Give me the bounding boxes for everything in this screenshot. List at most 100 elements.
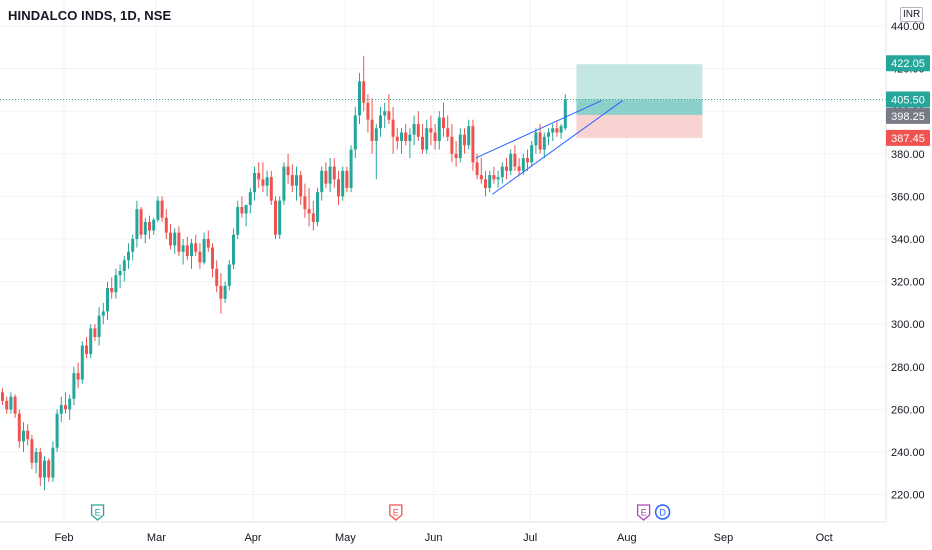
last-price-tag (886, 91, 930, 108)
candle-up (143, 221, 147, 235)
candle-down (387, 111, 391, 120)
target-price-label: 422.05 (891, 58, 925, 70)
month-tick-label: Jun (425, 532, 443, 544)
candle-up (400, 132, 403, 142)
candle-down (64, 405, 67, 410)
candle-up (9, 396, 13, 410)
candle-down (5, 400, 9, 410)
candle-up (353, 115, 357, 150)
candle-down (215, 268, 219, 286)
candle-down (450, 136, 454, 154)
candle-up (547, 132, 550, 137)
candle-down (370, 119, 374, 142)
candle-down (194, 243, 198, 252)
candle-down (479, 175, 483, 180)
candle-up (135, 209, 139, 239)
month-tick-label: Aug (617, 532, 637, 544)
candle-up (253, 172, 256, 193)
candle-up (265, 177, 269, 186)
wedge-upper-line (475, 100, 602, 159)
candle-down (484, 179, 487, 188)
event-letter: E (641, 508, 647, 518)
price-tick-label: 240.00 (891, 447, 925, 459)
candle-down (492, 175, 496, 180)
candle-down (177, 232, 181, 252)
candle-up (521, 158, 525, 171)
candle-down (26, 430, 30, 440)
wedge-lower-line (492, 100, 623, 195)
candle-down (303, 196, 307, 210)
candle-up (51, 447, 55, 478)
candle-up (89, 328, 93, 355)
candle-down (395, 136, 399, 142)
month-tick-label: Oct (816, 532, 833, 544)
dividend-event-icon (654, 504, 671, 520)
candle-up (408, 134, 412, 142)
candle-up (349, 149, 353, 188)
price-tick-label: 440.00 (891, 21, 925, 33)
candle-up (530, 145, 534, 163)
candle-down (85, 345, 88, 355)
candle-up (500, 166, 504, 178)
candle-up (118, 270, 122, 276)
candle-down (471, 126, 475, 163)
candle-up (80, 345, 84, 380)
price-tick-label: 280.00 (891, 362, 925, 374)
candle-down (416, 123, 420, 137)
candle-up (425, 128, 429, 150)
price-tick-label: 220.00 (891, 490, 925, 502)
candle-up (131, 239, 135, 252)
candle-up (127, 251, 130, 261)
candle-up (316, 192, 319, 222)
candle-up (467, 126, 471, 146)
candle-down (274, 200, 277, 235)
candle-down (185, 245, 189, 257)
candle-down (160, 200, 164, 218)
candle-up (496, 177, 500, 180)
candle-up (181, 245, 185, 252)
candle-down (442, 117, 445, 129)
candle-down (206, 239, 210, 248)
currency-badge[interactable]: INR (900, 7, 924, 22)
candle-down (517, 166, 521, 171)
candle-up (97, 315, 101, 337)
candle-down (429, 128, 433, 133)
earnings-event-icon (389, 504, 403, 521)
candle-up (509, 153, 513, 171)
candle-up (412, 123, 416, 135)
candle-up (278, 200, 282, 235)
entry-price-tag (886, 107, 930, 124)
event-letter: E (393, 508, 399, 518)
candle-down (366, 102, 370, 120)
month-tick-label: Sep (714, 532, 734, 544)
earnings-event-icon (90, 504, 105, 521)
candle-down (505, 166, 508, 171)
candle-down (404, 132, 408, 142)
candle-up (295, 175, 298, 186)
wedge-pattern (475, 100, 623, 195)
time-axis[interactable]: Feb Mar Apr May Jun Jul Aug Sep Oct (55, 532, 833, 544)
candle-up (282, 166, 286, 201)
price-tick-label: 340.00 (891, 234, 925, 246)
candle-up (559, 126, 563, 133)
candle-down (110, 287, 114, 293)
candle-down (139, 209, 143, 235)
candle-up (55, 413, 59, 448)
candle-down (475, 162, 479, 176)
candle-down (362, 81, 366, 103)
candle-down (463, 134, 466, 146)
price-axis[interactable]: 220.00 240.00 260.00 280.00 300.00 320.00 340.… (891, 21, 925, 502)
month-tick-label: Mar (147, 532, 166, 544)
event-letter: E (95, 508, 101, 518)
candle-up (379, 115, 382, 129)
candle-up (437, 117, 441, 142)
stop-zone (576, 114, 703, 138)
price-tick-label: 260.00 (891, 404, 925, 416)
candle-down (211, 247, 214, 269)
candle-down (337, 179, 340, 197)
candle-down (286, 166, 290, 176)
stop-price-tag (886, 129, 930, 146)
candle-up (236, 207, 240, 235)
